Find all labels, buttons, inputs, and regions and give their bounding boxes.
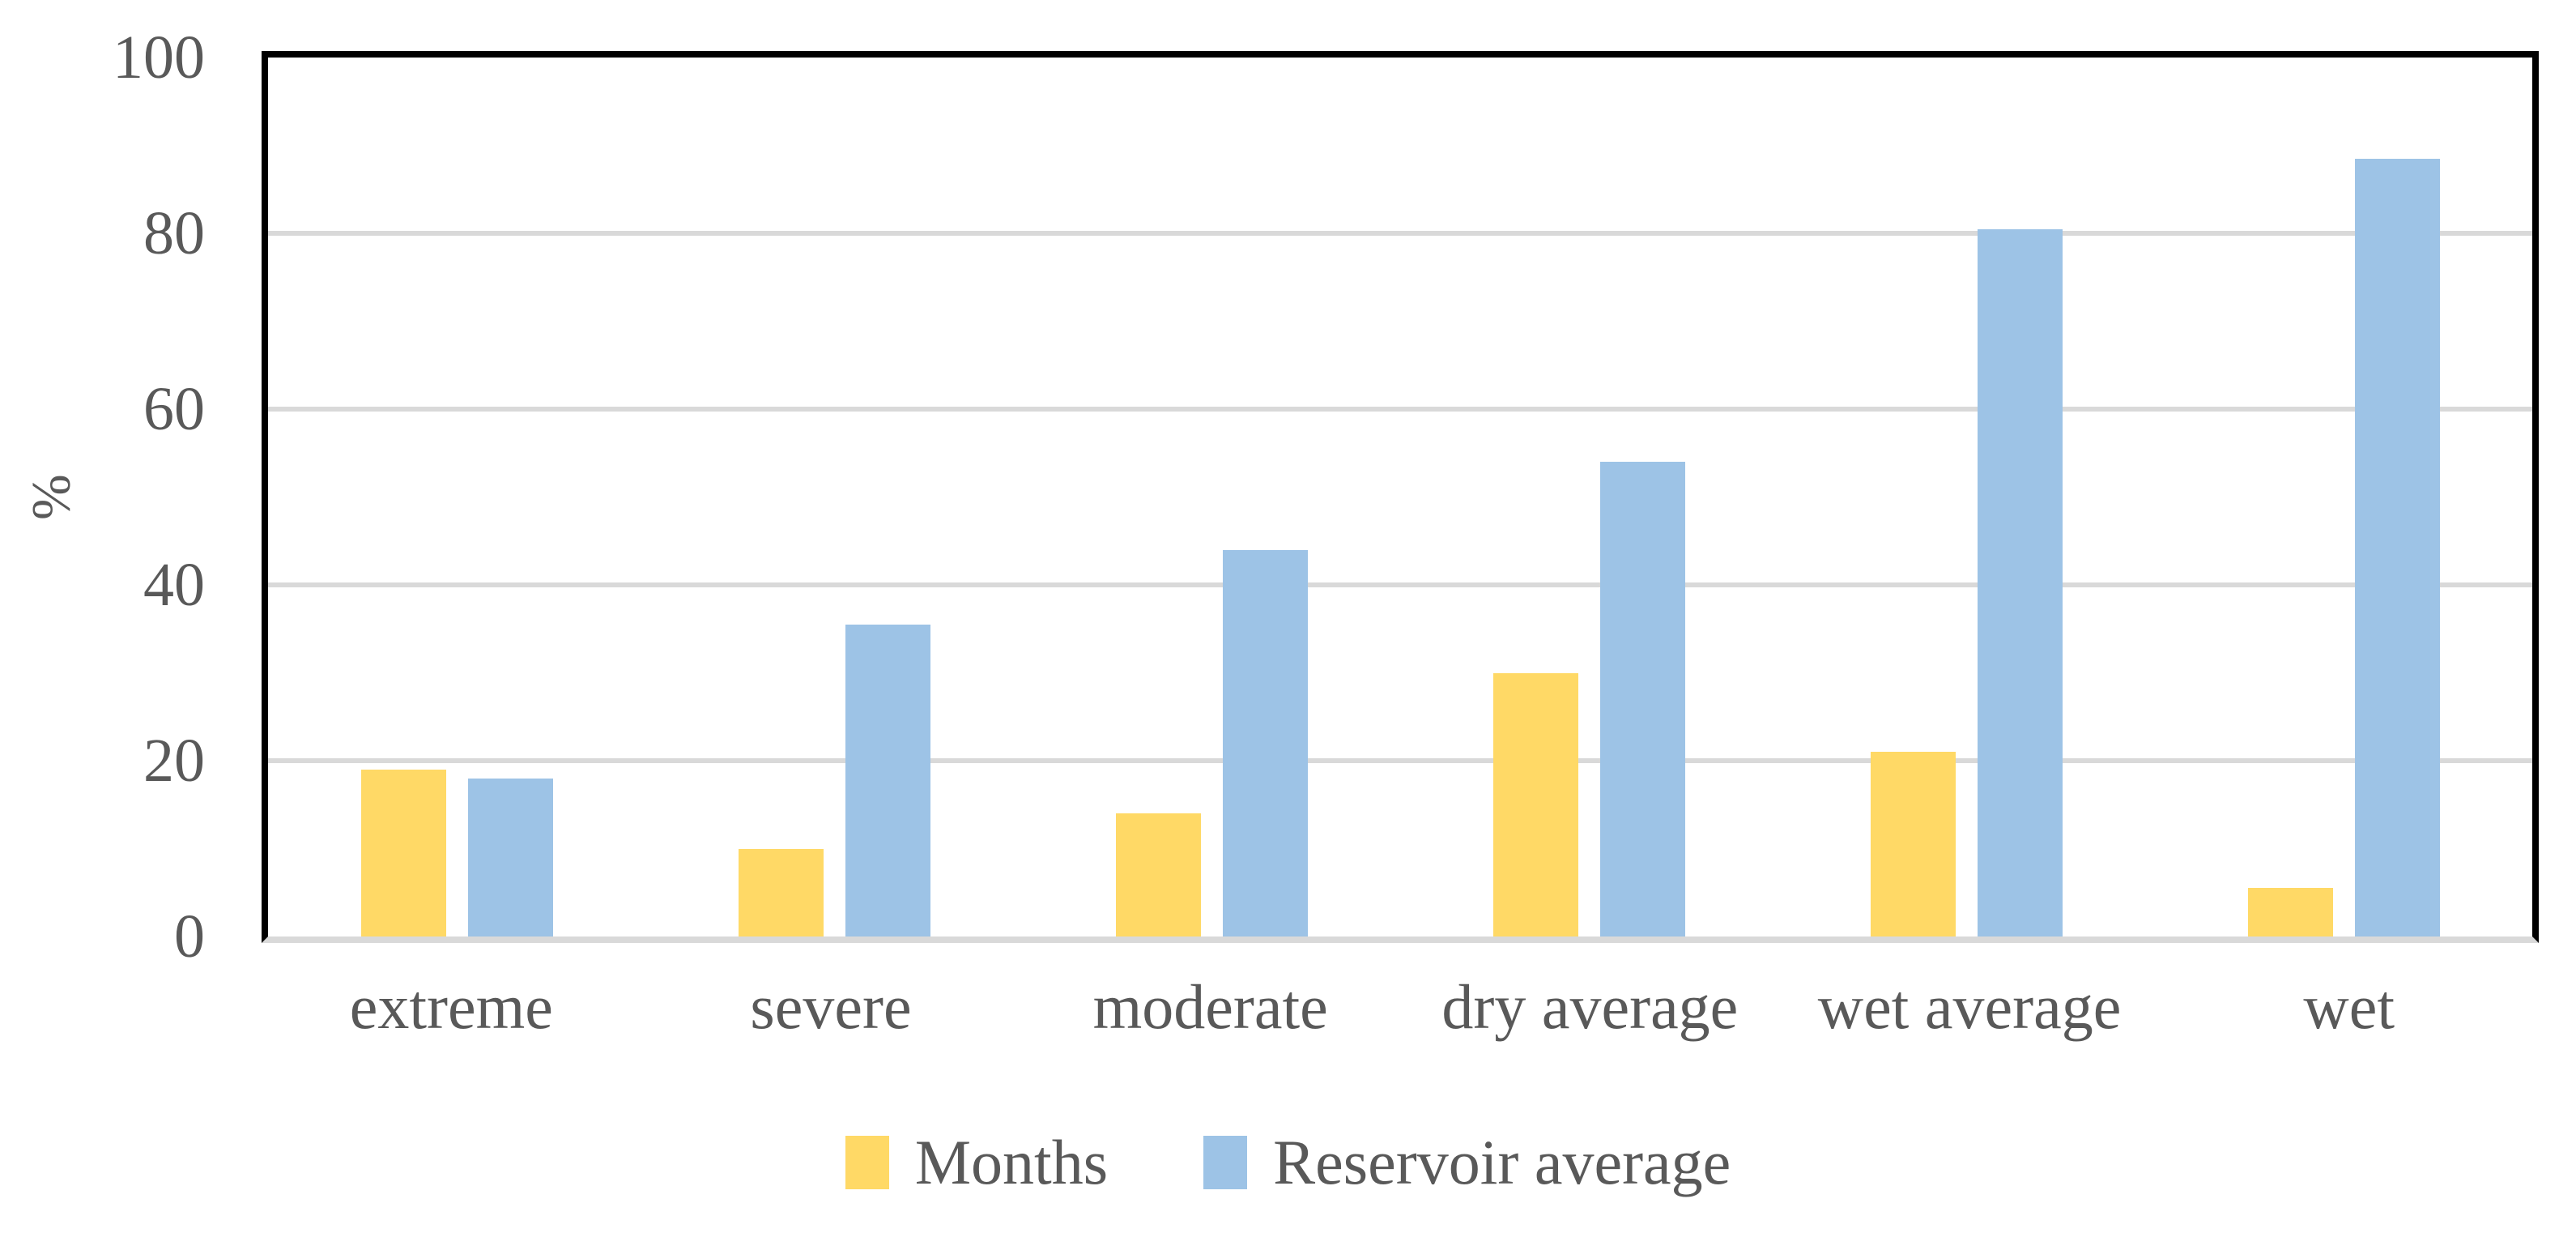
category-group-extreme: [268, 58, 645, 936]
gridline-80: [268, 231, 2532, 236]
gridline-60: [268, 407, 2532, 412]
x-axis-labels: extreme severe moderate dry average wet aver…: [262, 971, 2539, 1043]
legend-swatch-icon: [845, 1136, 889, 1189]
bar-months-dry-average: [1492, 672, 1578, 936]
bar-months-wet-average: [1870, 752, 1956, 936]
y-axis-title: %: [19, 474, 82, 520]
gridline-20: [268, 758, 2532, 763]
x-axis-label-wet-average: wet average: [1817, 971, 2122, 1042]
y-tick-label-80: 80: [143, 199, 205, 267]
bar-months-moderate: [1115, 813, 1201, 936]
bar-reservoir-average-dry-average: [1599, 462, 1685, 936]
bar-reservoir-average-extreme: [467, 778, 553, 936]
category-group-dry-average: [1400, 58, 1778, 936]
bar-reservoir-average-severe: [845, 624, 930, 936]
bar-months-wet: [2247, 888, 2333, 936]
y-tick-label-60: 60: [143, 375, 205, 443]
bar-months-severe: [738, 848, 824, 936]
x-axis-label-dry-average: dry average: [1441, 971, 1739, 1042]
y-tick-label-40: 40: [143, 551, 205, 619]
y-tick-label-20: 20: [143, 727, 205, 795]
y-tick-label-0: 0: [174, 902, 205, 971]
plot-area: 0 20 40 60 80 100: [113, 27, 2539, 967]
category-group-wet-average: [1778, 58, 2155, 936]
legend-item-months: Months: [845, 1131, 1108, 1194]
x-axis-label-moderate: moderate: [1092, 971, 1328, 1042]
bar-reservoir-average-wet: [2354, 158, 2440, 936]
legend-label: Months: [914, 1127, 1109, 1197]
gridlines-layer: [268, 58, 2532, 936]
category-group-severe: [645, 58, 1023, 936]
y-axis-ticks: 0 20 40 60 80 100: [113, 27, 2532, 967]
legend: Months Reservoir average: [0, 1131, 2576, 1194]
x-axis-label-extreme: extreme: [349, 971, 553, 1042]
y-tick-label-100: 100: [113, 23, 205, 92]
legend-swatch-icon: [1203, 1136, 1248, 1189]
x-axis-label-severe: severe: [750, 971, 912, 1042]
legend-label: Reservoir average: [1273, 1127, 1731, 1197]
bar-months-extreme: [360, 769, 446, 936]
category-group-wet: [2155, 58, 2532, 936]
legend-item-reservoir-average: Reservoir average: [1203, 1131, 1731, 1194]
bar-reservoir-average-moderate: [1222, 549, 1308, 936]
bars-layer: [268, 58, 2532, 936]
gridline-40: [268, 582, 2532, 587]
x-axis-label-wet: wet: [2303, 971, 2395, 1042]
bar-reservoir-average-wet-average: [1977, 228, 2063, 936]
category-group-moderate: [1023, 58, 1400, 936]
